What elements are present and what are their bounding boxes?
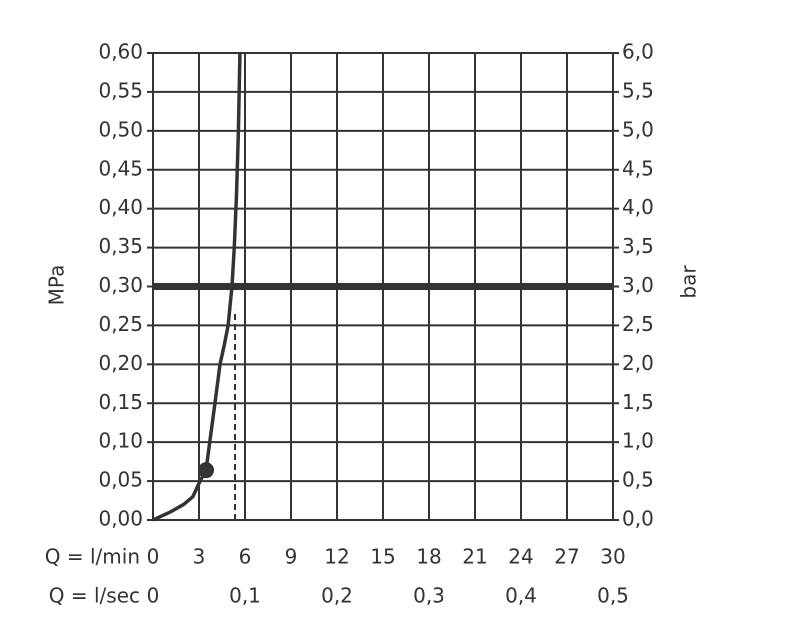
y-tick-label: 0,50 [98,117,143,141]
y2-axis-label: bar [677,265,701,299]
y-tick-label: 0,15 [98,390,143,414]
x-tick-label: 6 [239,545,252,569]
x2-tick-label: 0 [147,584,160,608]
y2-tick-label: 3,5 [622,234,654,258]
x-tick-label: 3 [193,545,206,569]
y-tick-label: 0,25 [98,312,143,336]
x-tick-label: 0 [147,545,160,569]
y2-tick-label: 3,0 [622,273,654,297]
y2-tick-label: 2,0 [622,351,654,375]
y-axis-label: MPa [45,265,69,306]
y2-tick-label: 2,5 [622,312,654,336]
x2-tick-label: 0,1 [229,584,261,608]
y-tick-label: 0,60 [98,40,143,64]
y2-tick-label: 4,5 [622,156,654,180]
x-tick-label: 9 [285,545,298,569]
x-tick-label: 27 [554,545,579,569]
x-tick-label: 24 [508,545,533,569]
x-tick-label: 12 [324,545,349,569]
y-tick-label: 0,55 [98,78,143,102]
y-tick-label: 0,00 [98,507,143,531]
y2-tick-label: 5,0 [622,117,654,141]
y-tick-label: 0,45 [98,156,143,180]
x-tick-label: 21 [462,545,487,569]
x-tick-label: 30 [600,545,625,569]
y2-tick-label: 1,0 [622,429,654,453]
y2-tick-label: 5,5 [622,78,654,102]
marker [198,462,215,479]
x2-tick-label: 0,3 [413,584,445,608]
x2-tick-label: 0,5 [597,584,629,608]
x-tick-label: 15 [370,545,395,569]
y2-tick-label: 0,5 [622,468,654,492]
y-tick-label: 0,40 [98,195,143,219]
x-axis-label: Q = l/min [45,545,140,569]
y-tick-label: 0,35 [98,234,143,258]
y2-tick-label: 4,0 [622,195,654,219]
y2-tick-label: 6,0 [622,40,654,64]
y-tick-label: 0,05 [98,468,143,492]
y2-tick-label: 0,0 [622,507,654,531]
y2-tick-label: 1,5 [622,390,654,414]
y-tick-label: 0,10 [98,429,143,453]
y-tick-label: 0,30 [98,273,143,297]
x-tick-label: 18 [416,545,441,569]
x2-axis-label: Q = l/sec [49,584,140,608]
x2-tick-label: 0,4 [505,584,537,608]
line [152,52,242,522]
y-tick-label: 0,20 [98,351,143,375]
x2-tick-label: 0,2 [321,584,353,608]
